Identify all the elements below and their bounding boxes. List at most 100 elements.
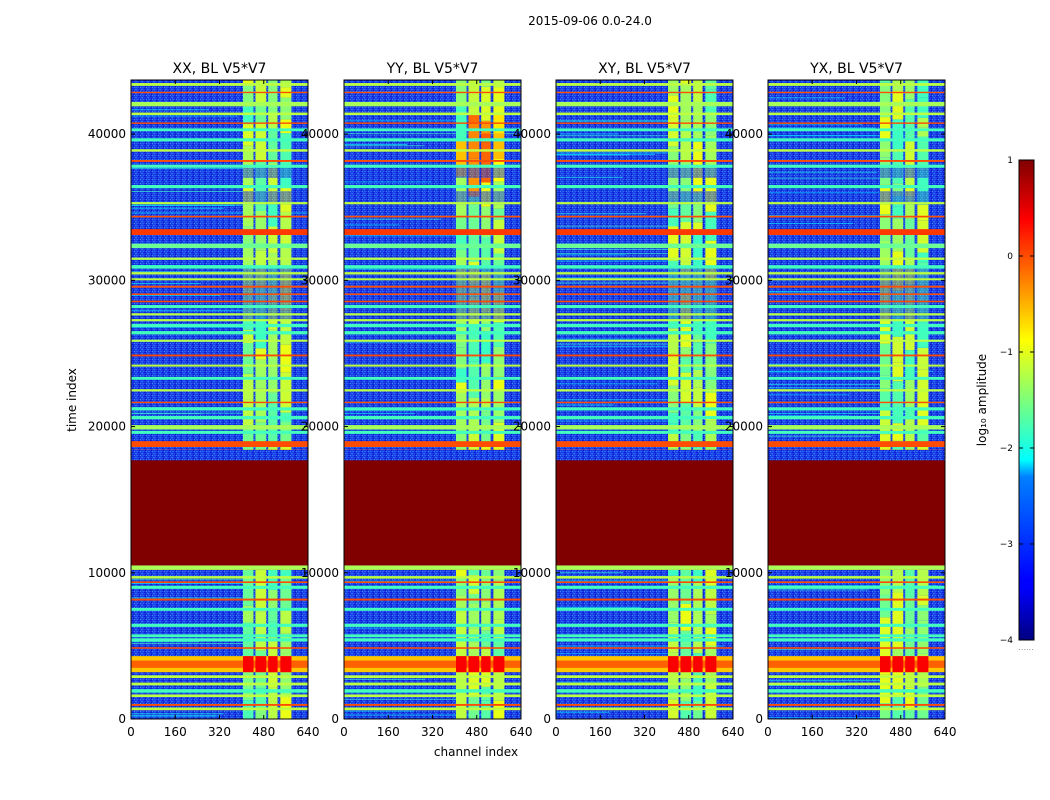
heatmap-stripe: [131, 305, 308, 309]
heatmap-rfi-band: [917, 347, 929, 370]
heatmap-stripe: [556, 122, 733, 124]
heatmap-stripe: [131, 416, 308, 420]
y-tick-label: 20000: [513, 420, 551, 434]
heatmap-stripe: [344, 149, 521, 152]
x-tick-label: 480: [252, 725, 275, 739]
x-tick-label: 0: [552, 725, 560, 739]
heatmap-band-gap: [680, 191, 692, 205]
heatmap-rfi-band: [917, 605, 929, 621]
heatmap-stripe: [768, 707, 945, 711]
heatmap-noise-line: [768, 223, 854, 225]
heatmap-rfi-band: [280, 608, 292, 634]
heatmap-band-gap: [481, 167, 491, 178]
heatmap-rfi-band: [255, 122, 267, 161]
heatmap-noise-line: [768, 291, 888, 293]
heatmap-noise-line: [556, 253, 675, 255]
heatmap-stripe: [768, 407, 945, 411]
panel-title: XY, BL V5*V7: [598, 61, 691, 77]
heatmap-noise-line: [556, 338, 670, 340]
heatmap-stripe: [556, 638, 733, 642]
heatmap-stripe: [768, 164, 945, 168]
heatmap-rfi-band: [468, 603, 480, 629]
heatmap-rfi-band: [668, 585, 679, 623]
y-axis-label: time index: [65, 368, 79, 432]
heatmap-band-gap: [880, 167, 891, 178]
colorbar: 1 0 −1 −2 −3 −4 log₁₀ amplitude ......: [975, 156, 1035, 652]
heatmap-rfi-band: [905, 138, 915, 169]
heatmap-rfi-band: [280, 232, 292, 246]
heatmap-stripe: [768, 265, 945, 269]
heatmap-strong-feature-core: [344, 660, 521, 668]
heatmap-stripe: [131, 272, 308, 275]
heatmap-stripe: [344, 293, 521, 295]
heatmap-noise-line: [131, 413, 201, 415]
heatmap-stripe: [556, 331, 733, 335]
heatmap-strong-feature-rfi: [880, 656, 891, 673]
heatmap-bright-stripe: [344, 425, 521, 430]
heatmap-rfi-band: [268, 403, 278, 441]
x-tick-label: 160: [377, 725, 400, 739]
heatmap-rfi-band: [680, 129, 692, 163]
heatmap-rfi-band: [705, 343, 717, 358]
heatmap-bright-stripe: [556, 243, 733, 249]
heatmap-stripe: [344, 675, 521, 679]
y-tick-label: 40000: [88, 127, 126, 141]
heatmap-noise-line: [344, 678, 426, 680]
heatmap-stripe: [556, 598, 733, 601]
heatmap-rfi-band: [280, 664, 292, 696]
heatmap-rfi-band: [905, 709, 915, 719]
heatmap-noise-line: [768, 371, 928, 373]
heatmap-rfi-band: [280, 310, 292, 345]
heatmap-stripe: [344, 401, 521, 404]
heatmap-rfi-band: [268, 317, 278, 330]
x-tick-label: 160: [589, 725, 612, 739]
heatmap-rfi-band: [892, 362, 904, 382]
heatmap-flagged-region: [768, 460, 945, 566]
heatmap-rfi-band: [268, 359, 278, 393]
y-tick-label: 10000: [88, 566, 126, 580]
heatmap-noise-line: [556, 120, 676, 122]
heatmap-noise-line: [344, 698, 467, 700]
heatmap-stripe: [131, 430, 308, 434]
heatmap-rfi-band: [268, 204, 278, 227]
heatmap-stripe: [344, 319, 521, 322]
heatmap-rfi-band: [280, 576, 292, 609]
heatmap-stripe: [768, 293, 945, 295]
heatmap-stripe: [344, 581, 521, 584]
x-tick-label: 0: [764, 725, 772, 739]
heatmap-stripe: [556, 265, 733, 269]
heatmap-noise-line: [768, 685, 847, 687]
heatmap-stripe: [556, 682, 733, 686]
heatmap-stripe: [131, 689, 308, 693]
heatmap-rfi-band: [468, 397, 480, 434]
colorbar-tick-label: 0: [1007, 252, 1013, 262]
heatmap-rfi-band: [668, 565, 679, 576]
heatmap-stripe: [556, 707, 733, 711]
heatmap-rfi-band: [243, 106, 254, 125]
heatmap-stripe: [344, 91, 521, 94]
heatmap-rfi-band: [880, 434, 891, 461]
heatmap-stripe: [768, 638, 945, 642]
heatmap-rfi-band: [693, 80, 703, 103]
heatmap-stripe: [556, 607, 733, 611]
heatmap-panel-xx: XX, BL V5*V7 0 160 320 480 640 0 10000 20000 3000…: [88, 61, 320, 739]
heatmap-rfi-band: [705, 240, 717, 281]
heatmap-stripe: [131, 215, 308, 218]
heatmap-stripe: [768, 598, 945, 601]
heatmap-rfi-band: [668, 226, 679, 261]
heatmap-noise-line: [768, 97, 845, 99]
heatmap-rfi-band: [481, 601, 491, 631]
colorbar-tick-label: −3: [1000, 540, 1013, 550]
heatmap-stripe: [344, 278, 521, 281]
heatmap-rfi-band: [268, 621, 278, 638]
heatmap-band-gap: [243, 167, 254, 178]
heatmap-stripe: [131, 634, 308, 638]
heatmap-noise-line: [556, 277, 721, 279]
heatmap-rfi-band: [693, 433, 703, 448]
heatmap-stripe: [131, 682, 308, 686]
y-tick-label: 0: [755, 712, 763, 726]
heatmap-strong-feature-rfi: [468, 656, 480, 673]
x-tick-label: 160: [164, 725, 187, 739]
heatmap-band-gap: [268, 167, 278, 178]
